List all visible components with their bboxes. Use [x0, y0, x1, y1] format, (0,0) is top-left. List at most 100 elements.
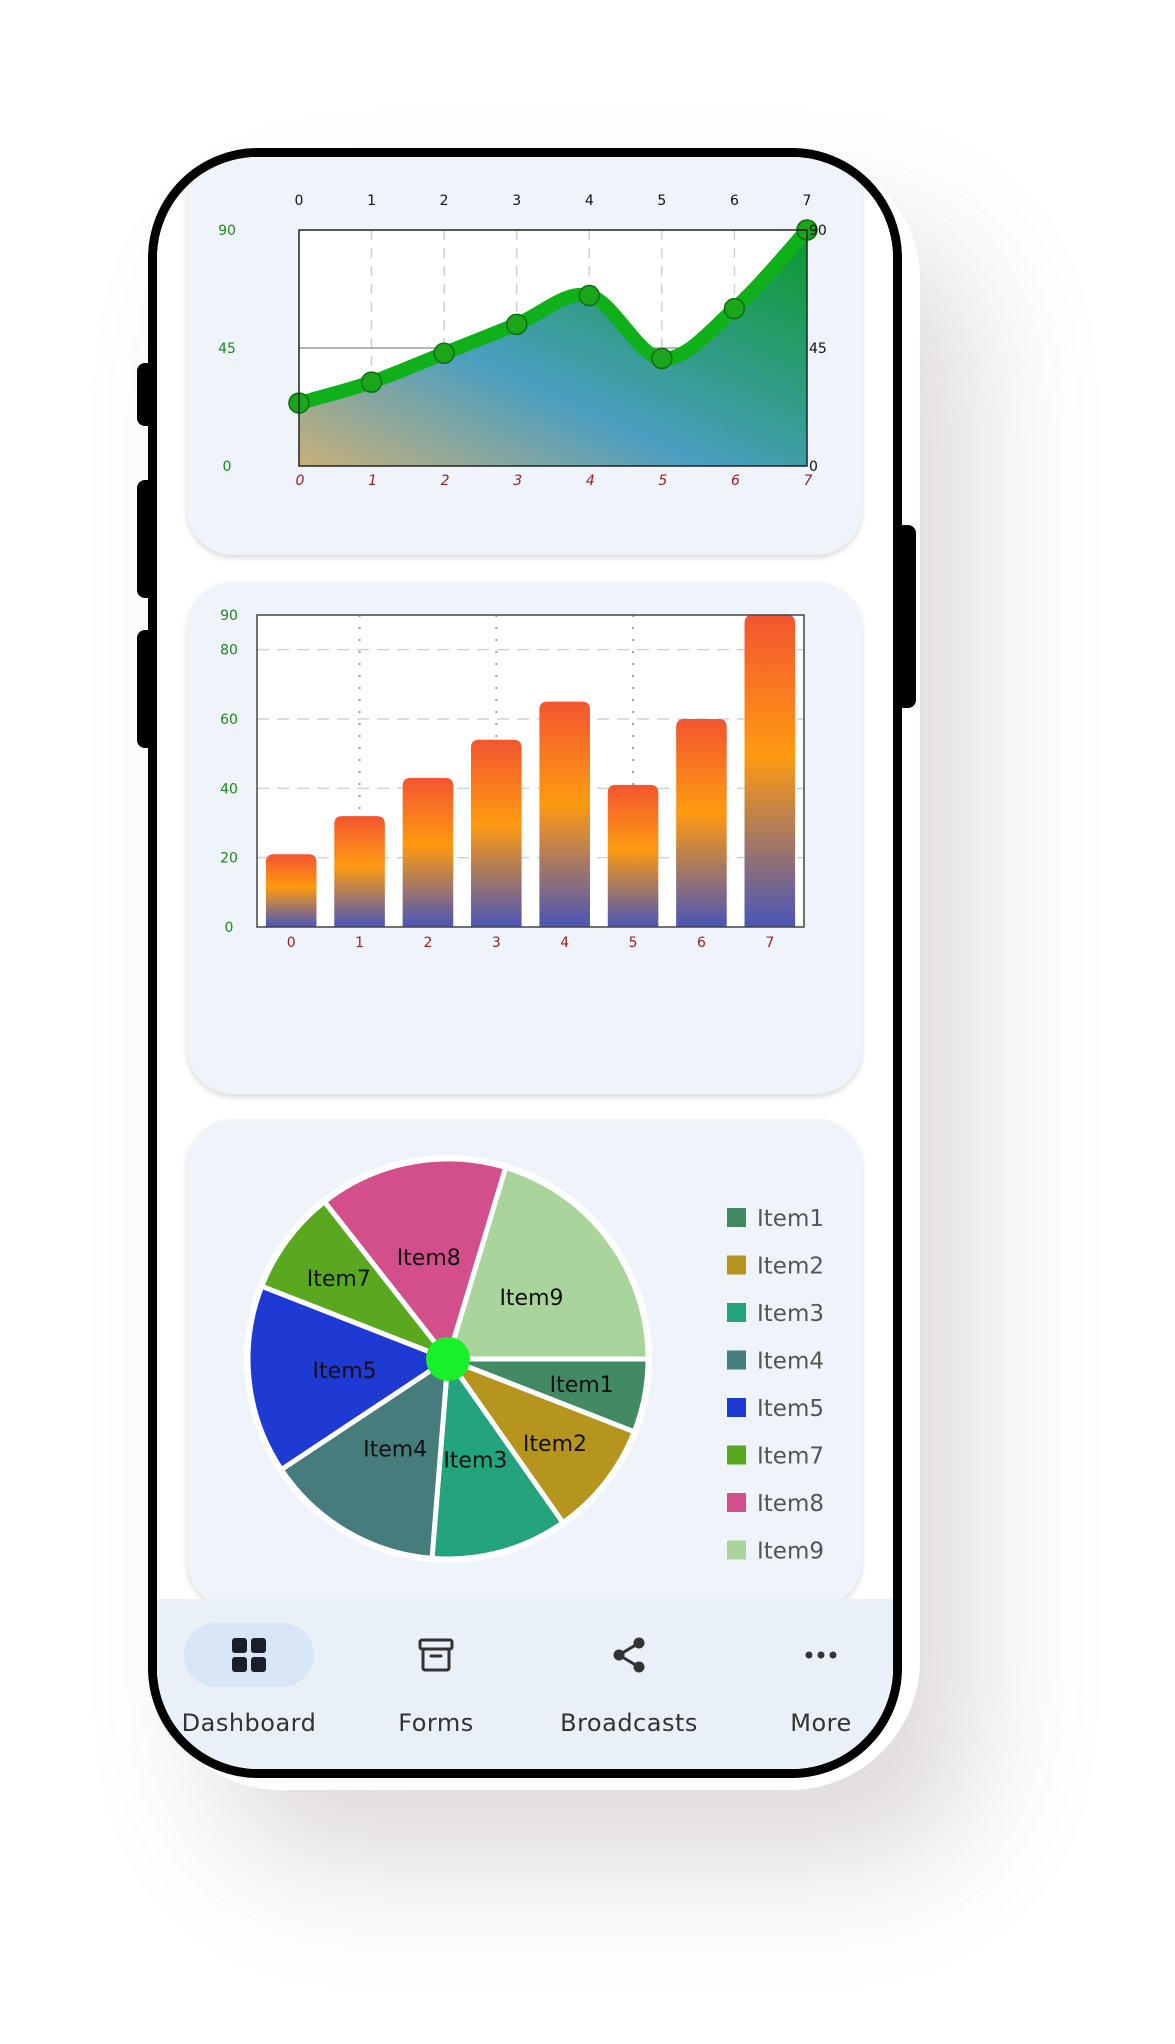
- area-x-tick-top-4: 4: [585, 193, 594, 209]
- area-point-2: [433, 342, 455, 364]
- bar-x-tick-6: 6: [697, 935, 706, 951]
- pie-label-item1: Item1: [550, 1373, 614, 1398]
- area-y-tick-left-0: 0: [223, 459, 232, 475]
- area-y-tick-right-90: 90: [809, 223, 827, 239]
- area-y-tick-right-0: 0: [809, 459, 818, 475]
- area-fill: [299, 230, 807, 466]
- area-x-tick-top-3: 3: [512, 193, 521, 209]
- bar-7: [744, 615, 796, 927]
- nav-item-dashboard[interactable]: Dashboard: [159, 1623, 339, 1763]
- area-x-tick-bottom-0: 0: [296, 473, 305, 489]
- bar-3: [471, 739, 522, 927]
- area-x-tick-top-0: 0: [295, 193, 304, 209]
- area-x-tick-bottom-6: 6: [731, 473, 740, 489]
- bar-x-tick-7: 7: [765, 935, 774, 951]
- legend-label-item9: Item9: [757, 1539, 824, 1565]
- nav-item-forms[interactable]: Forms: [346, 1623, 526, 1763]
- nav-label-more: More: [790, 1709, 852, 1737]
- area-x-tick-top-6: 6: [730, 193, 739, 209]
- bar-y-tick-40: 40: [220, 781, 238, 797]
- bar-y-tick-20: 20: [220, 851, 238, 867]
- bar-x-tick-1: 1: [355, 935, 364, 951]
- area-point-3: [505, 313, 528, 336]
- area-point-5: [651, 347, 673, 370]
- area-x-tick-bottom-2: 2: [441, 473, 450, 489]
- pie-slice-item8: [321, 1156, 509, 1362]
- nav-item-broadcasts[interactable]: Broadcasts: [539, 1623, 719, 1763]
- nav-active-indicator: [184, 1623, 314, 1687]
- area-plot-frame: [298, 229, 808, 467]
- legend-swatch-item4: [727, 1350, 746, 1370]
- archive-icon: [418, 1638, 454, 1672]
- legend-label-item8: Item8: [757, 1491, 824, 1517]
- legend-label-item5: Item5: [757, 1396, 824, 1422]
- pie-label-item2: Item2: [523, 1432, 587, 1457]
- pie-label-item5: Item5: [313, 1359, 377, 1384]
- nav-label-dashboard: Dashboard: [181, 1709, 317, 1737]
- bar-1: [334, 816, 385, 927]
- area-y-tick-left-90: 90: [218, 223, 236, 239]
- pie-slice-item5: [245, 1283, 451, 1473]
- legend-swatch-item5: [727, 1398, 746, 1417]
- share-icon: [613, 1637, 645, 1673]
- pie-chart: Item1 Item2 Item3 Item4 Item5 Item7 Item8 Item9…: [244, 1155, 824, 1565]
- bar-x-tick-2: 2: [423, 935, 432, 951]
- phone-frame: 0 0 45 45 90 90 0 0 1 1 2 2 3 3 4 4 5 5 6 6 7 7 0 1 2 3 4 5 6 7 0 20 40…: [148, 148, 902, 1778]
- area-x-tick-top-2: 2: [440, 193, 449, 209]
- pie-label-item8: Item8: [397, 1246, 461, 1271]
- more-icon: [805, 1651, 837, 1659]
- screen: 0 0 45 45 90 90 0 0 1 1 2 2 3 3 4 4 5 5 6 6 7 7 0 1 2 3 4 5 6 7 0 20 40…: [157, 157, 893, 1769]
- bar-x-tick-4: 4: [560, 935, 569, 951]
- legend-swatch-item3: [727, 1303, 746, 1322]
- bar-y-tick-90: 90: [220, 608, 238, 624]
- pie-slice-item3: [429, 1356, 566, 1562]
- bar-y-tick-0: 0: [225, 920, 234, 936]
- area-x-tick-top-1: 1: [367, 193, 376, 209]
- nav-label-forms: Forms: [398, 1709, 474, 1737]
- legend-swatch-item9: [727, 1540, 746, 1560]
- bar-y-tick-60: 60: [220, 712, 238, 728]
- bar-y-tick-80: 80: [220, 643, 238, 659]
- area-x-tick-bottom-4: 4: [586, 473, 595, 489]
- grid-icon: [232, 1638, 266, 1672]
- legend-label-item7: Item7: [757, 1444, 824, 1470]
- pie-label-item7: Item7: [307, 1267, 371, 1292]
- area-point-6: [723, 297, 746, 320]
- area-point-4: [578, 284, 601, 307]
- legend-swatch-item7: [727, 1445, 746, 1465]
- pie-slice-item9: [445, 1165, 651, 1362]
- pie-label-item4: Item4: [363, 1438, 427, 1463]
- bar-plot-frame: [256, 614, 805, 928]
- bar-2: [402, 777, 454, 927]
- bar-5: [607, 784, 659, 927]
- legend-label-item2: Item2: [757, 1254, 824, 1280]
- bar-x-tick-3: 3: [492, 935, 501, 951]
- bar-4: [539, 701, 590, 927]
- bar-chart: 0 1 2 3 4 5 6 7 0 20 40 60 80 90: [220, 608, 805, 951]
- nav-item-more[interactable]: More: [731, 1623, 893, 1763]
- area-x-tick-bottom-5: 5: [658, 473, 667, 489]
- pie-label-item9: Item9: [499, 1286, 563, 1311]
- area-x-tick-top-7: 7: [803, 193, 812, 209]
- bottom-nav: Dashboard Forms Broadcasts: [157, 1599, 893, 1769]
- pie-chart-card: Item1 Item2 Item3 Item4 Item5 Item7 Item8 Item9…: [187, 1119, 862, 1607]
- legend-swatch-item1: [727, 1208, 746, 1227]
- legend-swatch-item8: [727, 1493, 746, 1512]
- area-x-tick-bottom-7: 7: [804, 473, 813, 489]
- legend-label-item1: Item1: [757, 1206, 824, 1232]
- pie-slice-item2: [445, 1356, 637, 1526]
- bar-chart-card: 0 1 2 3 4 5 6 7 0 20 40 60 80 90: [187, 582, 862, 1094]
- area-y-tick-right-45: 45: [809, 341, 827, 357]
- legend-swatch-item2: [727, 1255, 746, 1275]
- area-x-tick-bottom-1: 1: [368, 473, 377, 489]
- pie-slice-item4: [278, 1356, 451, 1561]
- area-x-tick-top-5: 5: [657, 193, 666, 209]
- area-x-tick-bottom-3: 3: [513, 473, 522, 489]
- bar-x-tick-0: 0: [287, 935, 296, 951]
- pie-center-dot: [426, 1337, 470, 1381]
- area-y-tick-left-45: 45: [218, 341, 236, 357]
- pie-slice-item7: [259, 1199, 451, 1362]
- bar-0: [265, 854, 317, 927]
- nav-label-broadcasts: Broadcasts: [560, 1709, 698, 1737]
